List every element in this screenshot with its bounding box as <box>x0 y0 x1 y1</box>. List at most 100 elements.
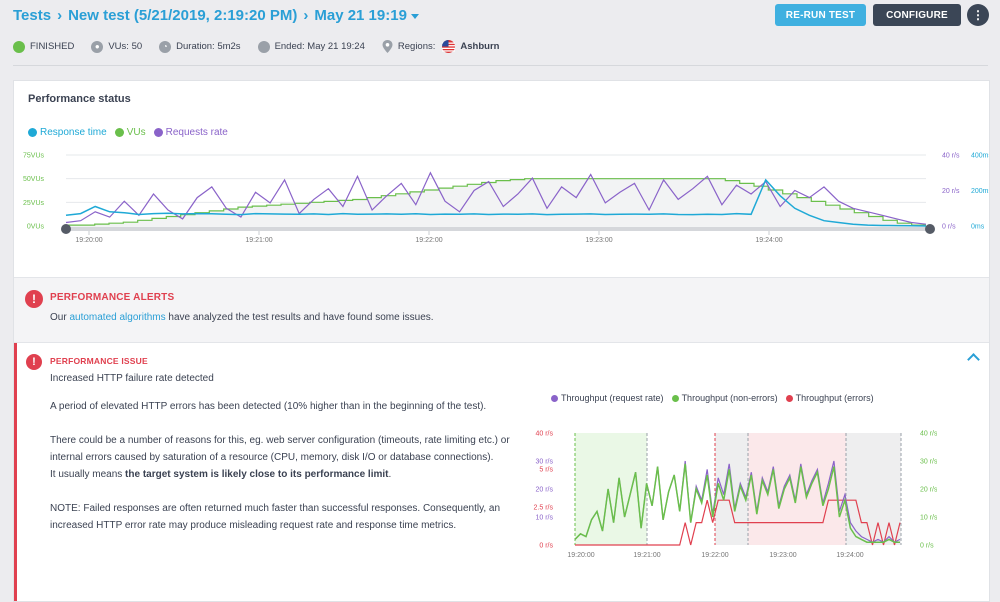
y-right-tick-label: 10 r/s <box>920 515 937 522</box>
success-region <box>575 433 647 545</box>
legend-item-requests-rate[interactable]: Requests rate <box>153 127 228 138</box>
chevron-down-icon <box>410 13 419 19</box>
legend-item-non-errors[interactable]: Throughput (non-errors) <box>671 393 778 403</box>
y-tick-label: 0 r/s <box>539 543 553 550</box>
issue-title: PERFORMANCE ISSUE <box>50 356 148 366</box>
breadcrumb-separator: › <box>303 7 309 24</box>
test-meta-bar: FINISHED ● VUs: 50 ◔ Duration: 5m2s Ended:… <box>13 40 516 53</box>
legend-dot <box>785 394 793 402</box>
legend-label: Throughput (errors) <box>795 393 874 403</box>
x-tick-label: 19:21:00 <box>245 237 272 244</box>
y-right-tick-label: 0 r/s <box>920 543 934 550</box>
breadcrumb-tests-link[interactable]: Tests <box>13 7 52 24</box>
issue-paragraph-text: There could be a number of reasons for t… <box>50 435 510 463</box>
legend-label: Response time <box>40 127 107 138</box>
legend-dot <box>551 394 558 402</box>
vus-text: VUs: 50 <box>108 41 143 52</box>
y-tick-label: 25VUs <box>23 200 45 207</box>
y-tick-label: 20 r/s <box>535 487 553 494</box>
response-time-line <box>65 178 927 227</box>
throughput-non-errors-line <box>574 463 900 543</box>
performance-chart[interactable]: 0VUs 25VUs 50VUs 75VUs 0 r/s 20 r/s 40 r/s 0ms 2… <box>14 145 989 245</box>
issue-note: NOTE: Failed responses are often returne… <box>50 503 501 531</box>
x-tick-label: 19:22:00 <box>415 237 442 244</box>
legend-label: Requests rate <box>165 127 228 138</box>
x-tick-label: 19:21:00 <box>633 552 660 559</box>
alert-icon: ! <box>26 354 42 370</box>
legend-item-request-rate[interactable]: Throughput (request rate) <box>551 393 664 403</box>
legend-label: Throughput (request rate) <box>561 393 664 403</box>
y-tick-label: 10 r/s <box>535 515 553 522</box>
x-tick-label: 19:24:00 <box>836 552 863 559</box>
issue-paragraph: A period of elevated HTTP errors has bee… <box>50 401 487 412</box>
performance-alerts-section: ! PERFORMANCE ALERTS Our automated algor… <box>14 277 989 343</box>
x-tick-label: 19:20:00 <box>567 552 594 559</box>
scroll-left-handle <box>61 224 71 234</box>
legend-dot <box>114 128 124 137</box>
y-right-tick-label: 200ms <box>971 188 989 195</box>
y-tick-label: 0VUs <box>27 224 45 231</box>
ended-info: Ended: May 21 19:24 <box>257 40 365 53</box>
performance-issue-panel: ! PERFORMANCE ISSUE Increased HTTP failu… <box>14 343 992 601</box>
region-name: Ashburn <box>460 41 500 52</box>
configure-button[interactable]: CONFIGURE <box>873 4 961 26</box>
legend-dot <box>671 394 679 402</box>
chevron-up-icon[interactable] <box>967 353 980 366</box>
x-tick-label: 19:22:00 <box>701 552 728 559</box>
results-card: Performance status Response time VUs Req… <box>13 80 990 602</box>
issue-subtitle: Increased HTTP failure rate detected <box>50 373 214 384</box>
automated-algorithms-link[interactable]: automated algorithms <box>69 312 166 323</box>
legend-dot <box>153 128 163 137</box>
legend-item-response-time[interactable]: Response time <box>28 127 107 138</box>
throughput-chart[interactable]: 10 r/s 20 r/s 30 r/s 40 r/s 0 r/s 2.5 r/s 5 r/… <box>517 423 937 583</box>
alerts-title: PERFORMANCE ALERTS <box>50 292 175 303</box>
user-icon: ● <box>91 40 104 53</box>
breadcrumb-test-name-link[interactable]: New test (5/21/2019, 2:19:20 PM) <box>68 7 298 24</box>
performance-legend: Response time VUs Requests rate <box>28 127 236 138</box>
issue-paragraph-text: . <box>388 469 392 480</box>
breadcrumb-separator: › <box>57 7 63 24</box>
issue-paragraph: There could be a number of reasons for t… <box>50 432 520 483</box>
duration-info: ◔ Duration: 5m2s <box>159 40 241 53</box>
issue-emphasis: the target system is likely close to its… <box>125 469 389 480</box>
legend-item-vus[interactable]: VUs <box>114 127 146 138</box>
legend-item-errors[interactable]: Throughput (errors) <box>785 393 874 403</box>
y-right-tick-label: 40 r/s <box>942 153 960 160</box>
y-right-tick-label: 0ms <box>971 224 985 231</box>
status-badge: FINISHED <box>13 40 74 53</box>
run-selector[interactable]: May 21 19:19 <box>314 7 419 24</box>
neutral-region <box>846 433 901 545</box>
legend-label: Throughput (non-errors) <box>681 393 778 403</box>
calendar-icon <box>257 40 270 53</box>
alerts-text-suffix: have analyzed the test results and have … <box>165 312 434 323</box>
y-right-tick-label: 0 r/s <box>942 224 956 231</box>
y-right-tick-label: 20 r/s <box>920 487 937 494</box>
scroll-right-handle <box>925 224 935 234</box>
alerts-text: Our automated algorithms have analyzed t… <box>50 312 434 323</box>
duration-text: Duration: 5m2s <box>176 41 241 52</box>
clock-icon: ◔ <box>159 40 172 53</box>
rerun-test-button[interactable]: RE-RUN TEST <box>775 4 866 26</box>
us-flag-icon <box>442 40 456 53</box>
y-right-tick-label: 30 r/s <box>920 459 937 466</box>
y-right-tick-label: 400ms <box>971 153 989 160</box>
y-error-tick-label: 2.5 r/s <box>534 505 554 512</box>
y-right-tick-label: 40 r/s <box>920 431 937 438</box>
requests-rate-line <box>65 171 927 225</box>
legend-label: VUs <box>126 127 146 138</box>
y-right-tick-label: 20 r/s <box>942 188 960 195</box>
ended-text: Ended: May 21 19:24 <box>274 41 365 52</box>
issue-paragraph-text: It usually means <box>50 469 126 480</box>
alert-icon: ! <box>25 290 43 308</box>
y-error-tick-label: 5 r/s <box>539 467 553 474</box>
more-options-button[interactable]: ⋮ <box>967 4 989 26</box>
issue-description: A period of elevated HTTP errors has bee… <box>50 398 520 534</box>
legend-dot <box>28 128 37 137</box>
alerts-text-prefix: Our <box>50 312 70 323</box>
header-divider <box>13 65 988 66</box>
y-tick-label: 50VUs <box>23 176 45 183</box>
location-pin-icon <box>382 40 393 53</box>
x-tick-label: 19:23:00 <box>769 552 796 559</box>
x-tick-label: 19:20:00 <box>75 237 102 244</box>
regions-info: Regions: Ashburn <box>382 40 500 53</box>
